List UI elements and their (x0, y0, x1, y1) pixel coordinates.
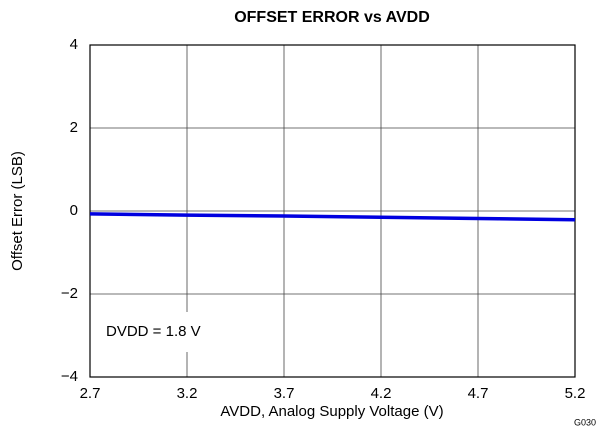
x-tick-label: 3.2 (177, 385, 198, 402)
chart-title: OFFSET ERROR vs AVDD (234, 9, 430, 26)
x-tick-label: 5.2 (565, 385, 586, 402)
annotation: DVDD = 1.8 V (106, 323, 201, 340)
y-tick-label: −2 (61, 285, 78, 302)
x-tick-label: 2.7 (80, 385, 101, 402)
figure-id: G030 (574, 417, 596, 427)
x-tick-label: 3.7 (274, 385, 295, 402)
x-tick-label: 4.7 (468, 385, 489, 402)
plot-frame (89, 44, 576, 378)
y-axis-label: Offset Error (LSB) (9, 151, 26, 271)
y-tick-label: 4 (70, 36, 78, 53)
x-axis-label: AVDD, Analog Supply Voltage (V) (220, 403, 443, 420)
data-line (89, 212, 576, 222)
annotation-box (98, 312, 238, 352)
x-tick-label: 4.2 (371, 385, 392, 402)
y-tick-label: −4 (61, 368, 78, 385)
y-tick-label: 0 (70, 202, 78, 219)
y-tick-label: 2 (70, 119, 78, 136)
